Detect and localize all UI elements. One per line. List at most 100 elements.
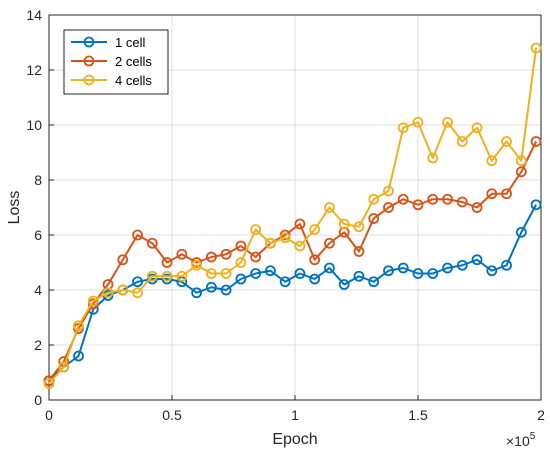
data-point [530,42,542,54]
data-point [235,257,247,268]
y-axis-label: Loss [6,191,23,225]
data-point [427,193,439,205]
data-point [146,270,158,282]
data-point [471,202,483,213]
data-point [250,251,262,263]
data-point [324,262,335,274]
data-point [146,237,158,249]
data-point [471,254,483,266]
data-point [397,193,409,205]
legend-entry-label: 2 cells [115,54,152,69]
data-point [132,229,143,241]
data-point [294,268,306,279]
data-point [486,265,498,277]
data-point [324,237,335,249]
data-point [397,262,409,274]
x-multiplier-base: ×10 [506,433,530,449]
data-point [220,284,232,296]
data-point [191,259,203,271]
data-point [132,276,143,288]
data-point [383,265,394,277]
data-point [530,136,542,147]
y-tick-label: 4 [34,282,42,298]
data-point [442,116,453,128]
data-point [309,273,321,285]
data-point [368,213,380,224]
data-point [456,136,468,147]
data-point [73,320,84,332]
tick-layer: 0 2 4 6 8 10 12 14 0 0.5 1 1.5 2 [26,7,545,423]
legend-entry-label: 4 cells [115,73,152,88]
data-point [427,152,439,164]
y-tick-label: 6 [34,227,42,243]
data-point [220,248,232,260]
data-point [442,193,453,205]
data-point [279,276,291,288]
series-line [48,204,537,382]
data-point [530,199,542,211]
x-tick-label: 0.5 [162,407,182,423]
data-point [412,268,424,279]
data-point [235,273,247,285]
data-point [353,221,365,233]
data-point [427,268,439,279]
x-axis-multiplier: ×105 [506,431,536,449]
data-point [486,155,498,167]
legend-box [63,29,169,95]
data-point [368,193,380,205]
data-point [205,281,217,293]
data-point [324,202,335,213]
data-point [442,262,453,274]
data-point [191,287,203,299]
data-point [250,224,262,235]
data-point [176,248,188,260]
data-point [235,240,247,252]
legend-entry-label: 1 cell [115,35,145,50]
data-point [353,246,365,257]
data-point [412,199,424,211]
y-tick-label: 12 [26,62,42,78]
data-point [161,270,173,282]
x-axis-label: Epoch [272,431,317,448]
data-point [161,257,173,268]
y-tick-label: 10 [26,117,42,133]
data-point [486,188,498,200]
data-point [117,254,129,266]
y-tick-label: 8 [34,172,42,188]
data-point [205,251,217,263]
series-line [48,141,537,382]
data-point [515,226,527,238]
y-tick-label: 2 [34,337,42,353]
legend-swatch-marker [83,55,95,67]
data-point [515,166,527,178]
data-point [264,237,276,249]
data-point [338,279,350,290]
series-3 [43,42,542,389]
data-point [102,287,114,299]
data-point [471,122,483,134]
data-point [501,259,512,271]
data-point [294,240,306,252]
data-point [501,136,512,147]
data-point [309,254,321,266]
data-point [501,188,512,200]
legend: 1 cell 2 cells 4 cells [63,29,169,95]
data-point [353,270,365,282]
data-point [338,218,350,230]
data-point [205,268,217,279]
series-line [48,47,538,385]
data-point [309,224,321,235]
data-point [220,268,232,279]
data-point [250,268,262,279]
data-point [515,155,527,167]
data-point [383,202,394,213]
x-tick-label: 0 [45,407,53,423]
data-point [264,265,276,277]
data-point [294,218,306,230]
data-point [412,116,424,128]
data-point [58,361,70,373]
legend-swatch-marker [83,36,95,48]
data-point [87,295,99,307]
